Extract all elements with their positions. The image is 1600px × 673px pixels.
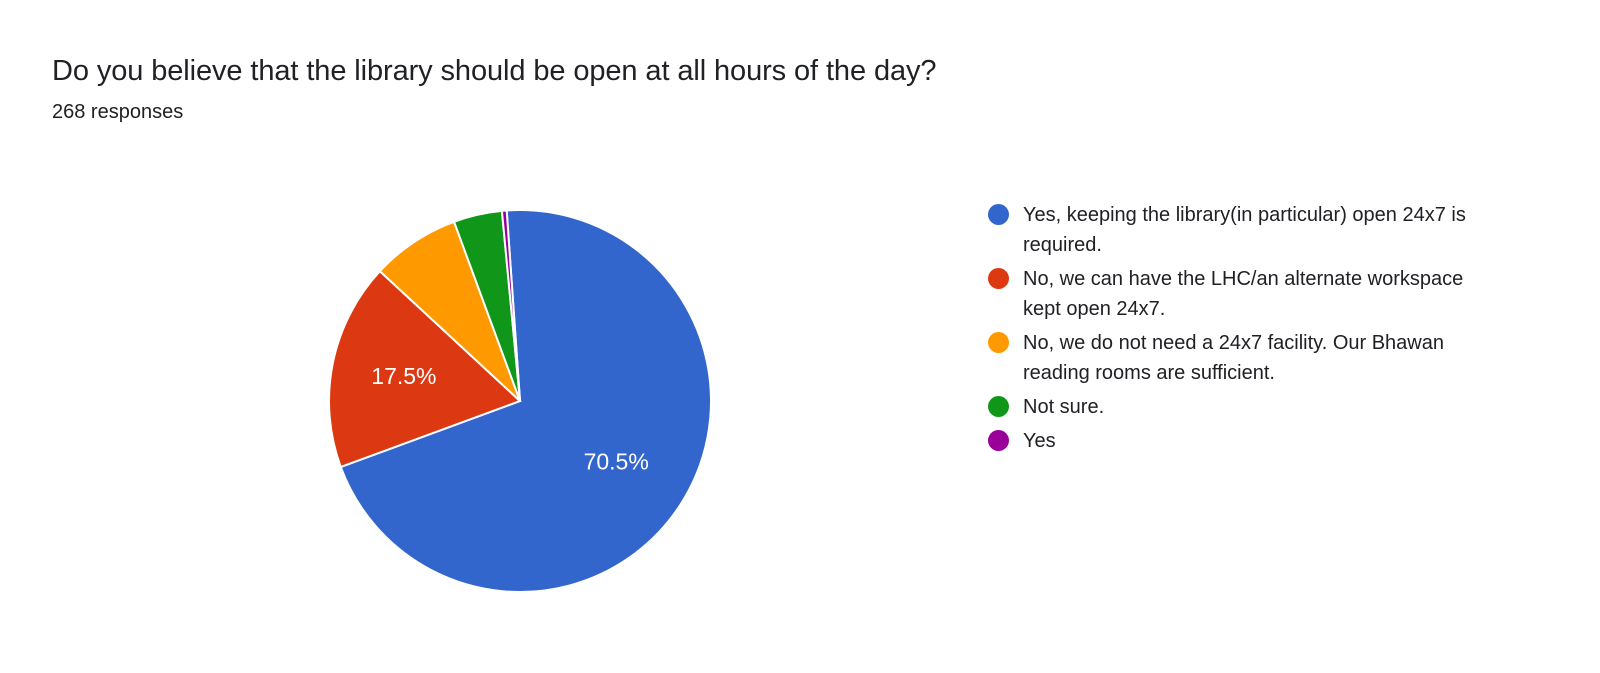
legend-item-label: Not sure.: [1023, 396, 1105, 418]
legend-item-label: Yes, keeping the library(in particular) …: [1023, 204, 1466, 256]
pie-slice-percent-label: 70.5%: [584, 448, 649, 474]
pie-slice-group: [328, 209, 712, 593]
legend-item-label: Yes: [1023, 430, 1056, 452]
page-title: Do you believe that the library should b…: [52, 55, 937, 87]
chart-header: Do you believe that the library should b…: [52, 52, 1452, 125]
legend-item[interactable]: No, we do not need a 24x7 facility. Our …: [988, 328, 1508, 388]
legend-color-swatch-icon: [988, 430, 1009, 451]
response-count: 268 responses: [52, 101, 184, 123]
pie-slice[interactable]: [500, 209, 521, 402]
legend-item-label: No, we do not need a 24x7 facility. Our …: [1023, 332, 1444, 384]
pie-slice[interactable]: [339, 209, 712, 593]
legend-item-label: No, we can have the LHC/an alternate wor…: [1023, 268, 1464, 320]
plot-area: 70.5% 17.5% Yes, keeping the library(in p…: [0, 170, 1600, 620]
legend-item[interactable]: Yes: [988, 426, 1508, 456]
legend-item[interactable]: No, we can have the LHC/an alternate wor…: [988, 264, 1508, 324]
legend-color-swatch-icon: [988, 332, 1009, 353]
pie-label-group: 70.5% 17.5%: [371, 363, 649, 474]
pie-chart-svg: 70.5% 17.5%: [328, 209, 712, 593]
legend-item[interactable]: Yes, keeping the library(in particular) …: [988, 200, 1508, 260]
legend-color-swatch-icon: [988, 268, 1009, 289]
chart-legend: Yes, keeping the library(in particular) …: [988, 200, 1508, 460]
pie-slice[interactable]: [328, 269, 522, 469]
pie-slice-percent-label: 17.5%: [371, 363, 436, 389]
legend-color-swatch-icon: [988, 204, 1009, 225]
pie-chart: 70.5% 17.5%: [328, 209, 712, 593]
legend-color-swatch-icon: [988, 396, 1009, 417]
legend-item[interactable]: Not sure.: [988, 392, 1508, 422]
